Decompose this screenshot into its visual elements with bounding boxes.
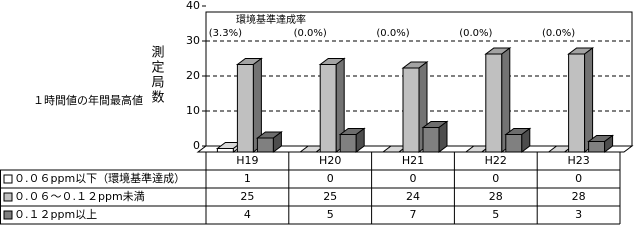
- annotation-value: (0.0%): [542, 28, 575, 39]
- table-value: 3: [575, 208, 582, 221]
- x-tick-label: H19: [236, 154, 258, 167]
- bar: [401, 61, 429, 153]
- y-tick-label: 0: [193, 139, 200, 152]
- bar: [338, 127, 366, 153]
- bar-face: [588, 141, 606, 153]
- legend-swatch: [3, 192, 13, 202]
- bar: [421, 120, 449, 153]
- table-value: 25: [323, 190, 337, 203]
- bar-face: [521, 127, 531, 153]
- y-tick-label: 30: [186, 34, 200, 47]
- bar-face: [319, 64, 337, 153]
- legend-label: ０.０６～０.１２ppm未満: [14, 190, 145, 203]
- annotation-value: (0.0%): [459, 28, 492, 39]
- bar-face: [216, 148, 234, 153]
- table-value: 28: [572, 190, 586, 203]
- bar-face: [272, 131, 282, 153]
- bar: [504, 127, 532, 153]
- table-value: 7: [410, 208, 417, 221]
- left-label: １時間値の年間最高値: [33, 93, 143, 107]
- bar-face: [256, 137, 274, 153]
- x-tick-label: H20: [319, 154, 341, 167]
- table-value: 0: [575, 172, 582, 185]
- table-value: 5: [492, 208, 499, 221]
- bar: [235, 57, 263, 153]
- legend-label: ０.１２ppm以上: [14, 208, 97, 221]
- table-value: 25: [240, 190, 254, 203]
- table-value: 4: [244, 208, 251, 221]
- y-tick-label: 40: [186, 0, 200, 12]
- bar-face: [422, 127, 440, 153]
- y-axis-label: 測定局数: [149, 45, 165, 105]
- bar-face: [438, 120, 448, 153]
- y-tick-label: 20: [186, 69, 200, 82]
- bar-face: [604, 134, 614, 153]
- chart: １時間値の年間最高値 測定局数 010203040H19(3.3%)H20(0.…: [0, 0, 634, 225]
- legend-label: ０.０６ppm以下（環境基準達成）: [14, 171, 185, 185]
- bar: [567, 47, 595, 153]
- bar-face: [485, 53, 503, 153]
- bar-face: [402, 67, 420, 153]
- annotation-label: 環境基準達成率: [236, 13, 306, 26]
- bar-face: [355, 127, 365, 153]
- bar-face: [339, 134, 357, 153]
- table-value: 5: [327, 208, 334, 221]
- bar-face: [568, 53, 586, 153]
- table-value: 0: [410, 172, 417, 185]
- annotation-value: (3.3%): [209, 28, 242, 39]
- bar-face: [505, 134, 523, 153]
- y-tick-label: 10: [186, 104, 200, 117]
- bar: [587, 134, 615, 153]
- x-tick-label: H22: [485, 154, 507, 167]
- legend-swatch: [3, 210, 13, 220]
- table-value: 0: [327, 172, 334, 185]
- table-value: 24: [406, 190, 420, 203]
- x-tick-label: H21: [402, 154, 424, 167]
- table-value: 1: [244, 172, 251, 185]
- table-value: 0: [492, 172, 499, 185]
- table-value: 28: [489, 190, 503, 203]
- legend-swatch: [3, 174, 13, 184]
- bar: [255, 131, 283, 153]
- bar-face: [236, 64, 254, 153]
- x-tick-label: H23: [567, 154, 589, 167]
- annotation-value: (0.0%): [294, 28, 327, 39]
- annotation-value: (0.0%): [376, 28, 409, 39]
- bar-face: [584, 47, 594, 153]
